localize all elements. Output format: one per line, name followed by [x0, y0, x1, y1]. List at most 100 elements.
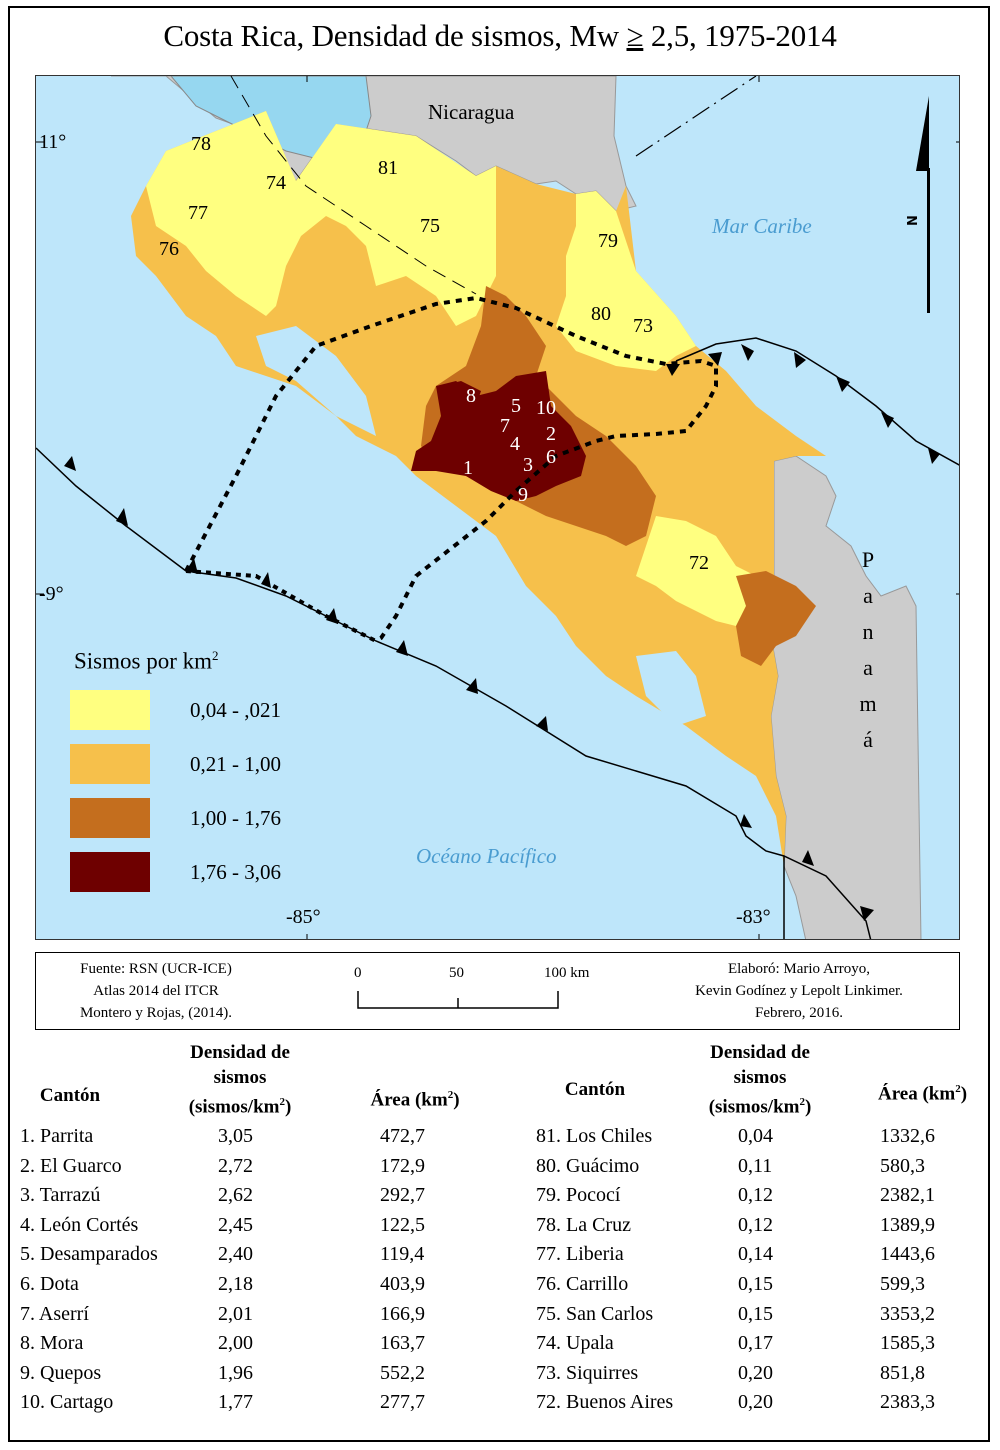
canton-name: 74. Upala	[536, 1332, 614, 1355]
area-value: 1585,3	[880, 1332, 935, 1355]
canton-name: 9. Quepos	[20, 1361, 102, 1384]
canton-label-1: 1	[463, 457, 473, 479]
area-value: 1443,6	[880, 1243, 935, 1266]
area-value: 1332,6	[880, 1125, 935, 1147]
canton-name: 72. Buenos Aires	[536, 1391, 674, 1414]
legend-swatch	[70, 690, 150, 730]
canton-label-76: 76	[159, 238, 179, 260]
author-credits: Elaboró: Mario Arroyo, Kevin Godínez y L…	[639, 958, 959, 1024]
area-value: 277,7	[380, 1391, 425, 1414]
canton-name: 1. Parrita	[20, 1125, 94, 1147]
canton-label-2: 2	[546, 423, 556, 445]
table-right-header-area: Área (km2)	[855, 1077, 990, 1106]
legend-swatch	[70, 744, 150, 784]
header-text: Área (km	[370, 1089, 448, 1111]
density-value: 0,15	[738, 1302, 773, 1325]
scale-bar: 0 50 100 km	[346, 965, 606, 1015]
density-value: 2,01	[218, 1302, 253, 1325]
canton-label-77: 77	[188, 202, 208, 224]
fault-teeth	[64, 344, 940, 921]
source-line: Fuente: RSN (UCR-ICE)	[80, 961, 232, 977]
canton-name: 2. El Guarco	[20, 1154, 122, 1177]
author-line: Elaboró: Mario Arroyo,	[727, 961, 871, 977]
canton-label-78: 78	[191, 133, 211, 155]
lat-label-11: 11°	[39, 131, 67, 153]
header-line: sismos	[733, 1067, 787, 1088]
author-line: Kevin Godínez y Lepolt Linkimer.	[695, 983, 903, 999]
table-left-header-canton: Cantón	[39, 1085, 101, 1106]
header-line: sismos	[213, 1067, 267, 1088]
canton-label-81: 81	[378, 157, 398, 179]
table-right-header-density: Densidad de sismos (sismos/km2)	[680, 1040, 840, 1119]
coordinate-ticks	[36, 76, 959, 939]
density-value: 1,77	[218, 1391, 253, 1414]
header-line: (sismos/km2)	[160, 1090, 320, 1119]
mid-density-southeast	[736, 571, 816, 666]
figure-title: Costa Rica, Densidad de sismos, Mw ≥ 2,5…	[0, 18, 1000, 54]
area-value: 403,9	[380, 1273, 425, 1295]
sea-label-caribbean: Mar Caribe	[712, 214, 812, 238]
scale-tick-0: 0	[354, 965, 362, 981]
area-value: 599,3	[880, 1273, 925, 1295]
density-value: 2,72	[218, 1154, 253, 1177]
header-text: )	[804, 1096, 812, 1118]
low-density-caribbean	[556, 191, 696, 371]
table-left-header-area: Área (km2)	[345, 1083, 485, 1112]
map-canvas	[36, 76, 959, 939]
area-value: 2383,3	[880, 1391, 935, 1414]
canton-name: 5. Desamparados	[20, 1243, 158, 1266]
density-value: 0,20	[738, 1391, 773, 1414]
gulf-nicoya	[256, 326, 376, 436]
area-value: 292,7	[380, 1184, 425, 1207]
header-line: Densidad de	[190, 1042, 290, 1063]
density-value: 2,45	[218, 1213, 253, 1236]
canton-label-5: 5	[511, 395, 521, 417]
dotted-region-boundary	[184, 295, 718, 643]
area-value: 172,9	[380, 1154, 425, 1177]
density-value: 2,18	[218, 1273, 253, 1295]
table-right-header-canton: Cantón	[564, 1079, 626, 1100]
canton-label-73: 73	[633, 315, 653, 337]
density-value: 0,11	[738, 1154, 773, 1177]
low-density-buenos-aires	[636, 516, 756, 626]
header-text: (sismos/km	[708, 1096, 800, 1118]
title-symbol: ≥	[626, 18, 644, 53]
header-text: )	[960, 1083, 968, 1105]
canton-label-7: 7	[500, 415, 510, 437]
canton-label-9: 9	[518, 484, 528, 506]
north-arrow-icon	[916, 96, 930, 313]
density-value: 0,12	[738, 1184, 773, 1207]
area-value: 119,4	[380, 1243, 425, 1266]
density-value: 0,04	[738, 1125, 773, 1147]
high-density-mora	[441, 381, 481, 406]
low-density-north	[146, 111, 496, 326]
header-sup: 2	[955, 1083, 961, 1095]
dash-dot-line	[635, 76, 757, 157]
scale-tick-50: 50	[449, 965, 464, 981]
canton-name: 6. Dota	[20, 1273, 79, 1295]
author-line: Febrero, 2016.	[755, 1005, 843, 1021]
canton-label-79: 79	[598, 230, 618, 252]
north-label: N	[905, 215, 921, 226]
canton-label-6: 6	[546, 446, 556, 468]
area-value: 472,7	[380, 1125, 425, 1147]
source-line: Atlas 2014 del ITCR	[93, 983, 219, 999]
canton-name: 3. Tarrazú	[20, 1184, 101, 1207]
canton-name: 76. Carrillo	[536, 1273, 629, 1295]
panama-land	[770, 455, 922, 939]
header-sup: 2	[447, 1089, 454, 1101]
density-value: 2,62	[218, 1184, 253, 1207]
caribbean-fault-line	[675, 337, 959, 466]
area-value: 1389,9	[880, 1213, 935, 1236]
area-value: 166,9	[380, 1302, 425, 1325]
source-line: Montero y Rojas, (2014).	[79, 1005, 233, 1021]
density-value: 0,17	[738, 1332, 773, 1355]
area-value: 2382,1	[880, 1184, 935, 1207]
canton-name: 8. Mora	[20, 1332, 84, 1355]
country-label-panama: P a n a m á	[859, 547, 877, 752]
canton-name: 80. Guácimo	[536, 1154, 640, 1177]
density-value: 0,15	[738, 1273, 773, 1295]
header-text: Área (km	[877, 1083, 956, 1105]
area-value: 580,3	[880, 1154, 925, 1177]
header-line: Densidad de	[710, 1042, 810, 1063]
